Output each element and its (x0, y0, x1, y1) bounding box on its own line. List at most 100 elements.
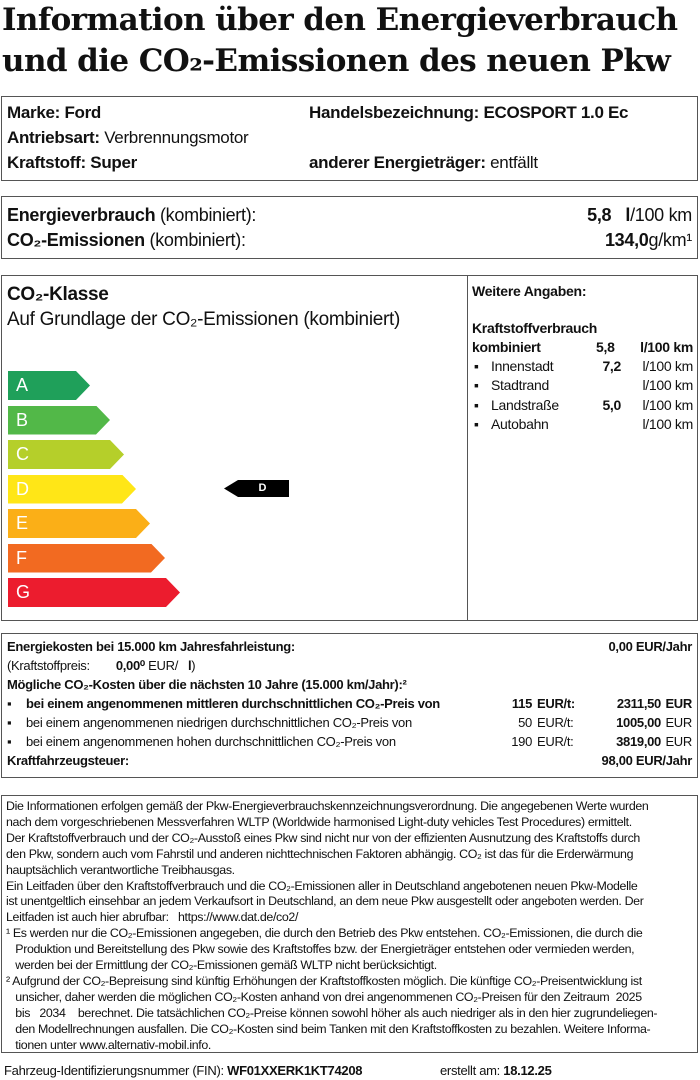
note-line: den Modellrechnungen ausfallen. Die CO₂-… (6, 1021, 651, 1036)
page-title-line2: und die CO₂-Emissionen des neuen Pkw (2, 43, 671, 79)
kombiniert-value: 5,8 (596, 339, 615, 355)
co2-scenario-text: bei einem angenommenen niedrigen durchsc… (26, 715, 412, 730)
energy-unit-l: l (625, 205, 631, 225)
weitere-item-value: 7,2 (602, 358, 621, 374)
anderer-label: anderer Energieträger: (309, 153, 486, 172)
bullet-icon: ▪ (474, 415, 479, 432)
price-unit: EUR/ (148, 658, 178, 673)
note-line: nach dem vorgeschriebenen Messverfahren … (6, 814, 632, 829)
price-l: l (187, 658, 192, 673)
energy-cost-label: Energiekosten bei 15.000 km Jahresfahrle… (7, 639, 295, 654)
kombiniert-unit: l/100 km (640, 339, 693, 355)
co2-scenario-unit: EUR/t: (537, 734, 574, 749)
weitere-item-unit: l/100 km (642, 415, 693, 432)
note-line: Der Kraftstoffverbrauch und der CO₂-Auss… (6, 830, 640, 845)
energy-cost-value: 0,00 EUR/Jahr (608, 639, 692, 654)
co2-scenario-currency: EUR (665, 696, 692, 711)
kraftstoff-value: Super (90, 153, 137, 172)
note-line: unsicher, daher werden die möglichen CO₂… (6, 989, 642, 1004)
co2-scenario-unit: EUR/t: (537, 696, 575, 711)
co2-scenario-text: bei einem angenommenen hohen durchschnit… (26, 734, 396, 749)
bullet-icon: ▪ (7, 696, 12, 711)
bullet-icon: ▪ (474, 396, 479, 413)
co2-class-bar-b: B (8, 406, 110, 435)
note-line: Die Informationen erfolgen gemäß der Pkw… (6, 799, 649, 813)
co2-scenario-price: 190 (511, 734, 532, 749)
co2-value: 134,0 (604, 230, 649, 250)
weitere-item-unit: l/100 km (642, 377, 693, 394)
weitere-item-unit: l/100 km (642, 358, 693, 374)
bullet-icon: ▪ (7, 715, 12, 730)
note-line: Ein Leitfaden über den Kraftstoffverbrau… (6, 878, 638, 893)
anderer-value: entfällt (490, 153, 538, 172)
co2-class-subtitle: Auf Grundlage der CO₂-Emissionen (kombin… (7, 309, 401, 330)
co2-scenario-value: 2311,50 (616, 696, 661, 711)
divider (467, 276, 468, 620)
note-line: tionen unter www.alternativ-mobil.info. (6, 1037, 211, 1052)
consumption-box: Energieverbrauch (kombiniert): 5,8 l/100… (1, 196, 698, 259)
tax-label: Kraftfahrzeugsteuer: (7, 753, 129, 768)
note-line: Produktion und Bereitstellung des Pkw so… (6, 942, 635, 957)
co2-cost-heading: Mögliche CO₂-Kosten über die nächsten 10… (7, 677, 407, 692)
tax-value: 98,00 EUR/Jahr (601, 753, 693, 768)
co2-class-bar-e: E (8, 509, 150, 538)
date-label: erstellt am: (440, 1063, 500, 1078)
weitere-item-unit: l/100 km (642, 396, 693, 413)
note-line: den Pkw, sondern auch vom Fahrstil und a… (6, 846, 634, 861)
weitere-item-value: 5,0 (602, 396, 621, 413)
co2-class-bar-c: C (8, 440, 124, 469)
co2-class-bar-g: G (8, 578, 180, 607)
price-close: ) (191, 658, 196, 673)
co2-scenario-value: 1005,00 (616, 715, 661, 730)
co2-class-bar-f: F (8, 544, 165, 573)
co2-scenario-text: bei einem angenommenen mittleren durchsc… (26, 696, 440, 711)
price-label: (Kraftstoffpreis: (7, 658, 90, 673)
note-line: werden bei der Ermittlung der CO₂-Emissi… (6, 958, 437, 972)
co2-scenario-currency: EUR (665, 734, 692, 749)
note-line: ² Aufgrund der CO₂-Bepreisung sind künft… (6, 973, 642, 988)
notes-box: Die Informationen erfolgen gemäß der Pkw… (1, 795, 698, 1053)
weitere-item-label: Stadtrand (491, 377, 550, 394)
co2-label: CO₂-Emissionen (7, 230, 145, 250)
co2-scenario-value: 3819,00 (616, 734, 661, 749)
fin-value: WF01XXERK1KT74208 (227, 1063, 363, 1078)
price-value: 0,00⁰ (115, 658, 145, 673)
kraftstoff-label: Kraftstoff: (7, 153, 86, 172)
co2-class-box: CO₂-Klasse Auf Grundlage der CO₂-Emissio… (1, 275, 698, 621)
current-class-arrow: D (224, 480, 289, 497)
co2-class-bar-d: D (8, 475, 136, 504)
energy-label: Energieverbrauch (7, 205, 156, 225)
co2-scenario-currency: EUR (665, 715, 692, 730)
weitere-title: Weitere Angaben: (472, 283, 587, 299)
note-line: Leitfaden ist auch hier abrufbar: https:… (6, 910, 299, 925)
bullet-icon: ▪ (474, 377, 479, 394)
co2-scenario-price: 115 (511, 696, 532, 711)
co2-suffix: (kombiniert): (149, 230, 246, 250)
weitere-item-label: Innenstadt (491, 358, 554, 374)
kraftstoff-heading: Kraftstoffverbrauch (472, 320, 597, 336)
note-line: bis 2034 berechnet. Die tatsächlichen CO… (6, 1005, 658, 1020)
energy-unit: /100 km (630, 205, 692, 225)
antrieb-value: Verbrennungsmotor (104, 128, 249, 147)
co2-class-title: CO₂-Klasse (7, 284, 109, 305)
costs-box: Energiekosten bei 15.000 km Jahresfahrle… (1, 633, 698, 778)
antrieb-label: Antriebsart: (7, 128, 100, 147)
weitere-item-label: Autobahn (491, 415, 549, 432)
note-line: hauptsächlich verantwortliche Treibhausg… (6, 862, 235, 877)
vehicle-info-box: Marke: Ford Handelsbezeichnung: ECOSPORT… (1, 96, 698, 181)
note-line: ist unentgeltlich einsehbar an jedem Ver… (6, 894, 644, 909)
marke-label: Marke: (7, 103, 61, 122)
energy-suffix: (kombiniert): (159, 205, 257, 225)
co2-scenario-price: 50 (518, 715, 532, 730)
co2-class-bar-a: A (8, 371, 90, 400)
page-title-line1: Information über den Energieverbrauch (2, 2, 678, 38)
weitere-item-label: Landstraße (491, 396, 559, 413)
energy-value: 5,8 (587, 205, 612, 225)
bullet-icon: ▪ (7, 734, 12, 749)
co2-scenario-unit: EUR/t: (537, 715, 574, 730)
date-value: 18.12.25 (503, 1063, 552, 1078)
marke-value: Ford (64, 103, 102, 122)
kombiniert-label: kombiniert (472, 339, 541, 355)
fin-label: Fahrzeug-Identifizierungsnummer (FIN): (4, 1063, 224, 1078)
co2-unit: g/km¹ (648, 230, 692, 250)
